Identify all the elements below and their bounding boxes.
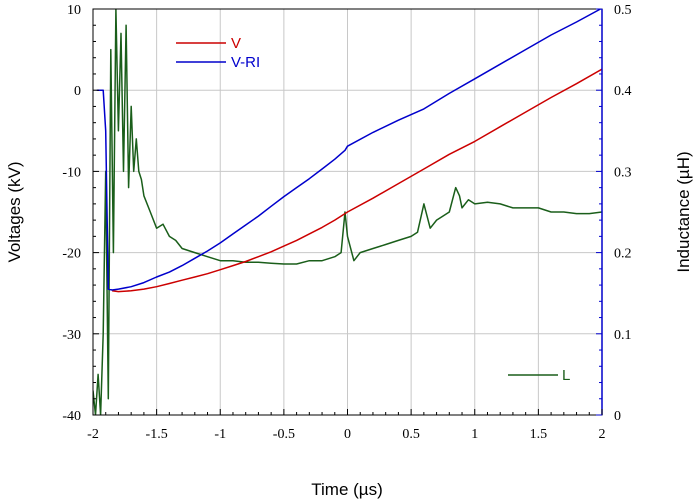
series-line-v <box>112 68 602 293</box>
y-tick-label-0: -40 <box>62 409 81 424</box>
x-tick-label-4: 0 <box>344 427 351 442</box>
grid <box>93 9 602 415</box>
x-tick-label-0: -2 <box>87 427 99 442</box>
x-tick-label-7: 1.5 <box>530 427 548 442</box>
legend-l: L <box>508 367 570 384</box>
x-tick-label-1: -1.5 <box>146 427 168 442</box>
y2-ticks: 0 0.1 0.2 0.3 0.4 0.5 <box>596 3 632 424</box>
legend-v: V <box>176 35 241 52</box>
x-tick-label-6: 1 <box>471 427 478 442</box>
legend-vri: V-RI <box>176 54 260 71</box>
x-tick-label-5: 0.5 <box>402 427 420 442</box>
y-tick-label-1: -30 <box>62 328 81 343</box>
y-axis-title: Voltages (kV) <box>5 161 24 262</box>
x-tick-label-2: -1 <box>214 427 226 442</box>
y-tick-label-3: -10 <box>62 165 81 180</box>
x-axis-title: Time (µs) <box>311 480 383 499</box>
series-layer <box>93 9 602 415</box>
y2-tick-label-1: 0.1 <box>614 328 632 343</box>
x-ticks: -2 -1.5 -1 -0.5 0 0.5 1 1.5 2 <box>87 409 606 442</box>
y-tick-label-2: -20 <box>62 247 81 262</box>
y2-tick-label-0: 0 <box>614 409 621 424</box>
y2-tick-label-5: 0.5 <box>614 3 632 18</box>
x-tick-label-8: 2 <box>599 427 606 442</box>
y2-tick-label-4: 0.4 <box>614 84 632 99</box>
series-line-v-ri <box>96 9 602 291</box>
y2-tick-label-2: 0.2 <box>614 247 632 262</box>
series-line-l <box>93 9 602 415</box>
y2-axis-title: Inductance (µH) <box>674 151 693 272</box>
legend-vri-label: V-RI <box>231 54 260 71</box>
x-tick-label-3: -0.5 <box>273 427 295 442</box>
legend-l-label: L <box>562 367 570 384</box>
y-ticks: -40 -30 -20 -10 0 10 <box>62 3 99 424</box>
legend-v-label: V <box>231 35 241 52</box>
y2-tick-label-3: 0.3 <box>614 165 632 180</box>
y-tick-label-4: 0 <box>74 84 81 99</box>
y-tick-label-5: 10 <box>67 3 81 18</box>
